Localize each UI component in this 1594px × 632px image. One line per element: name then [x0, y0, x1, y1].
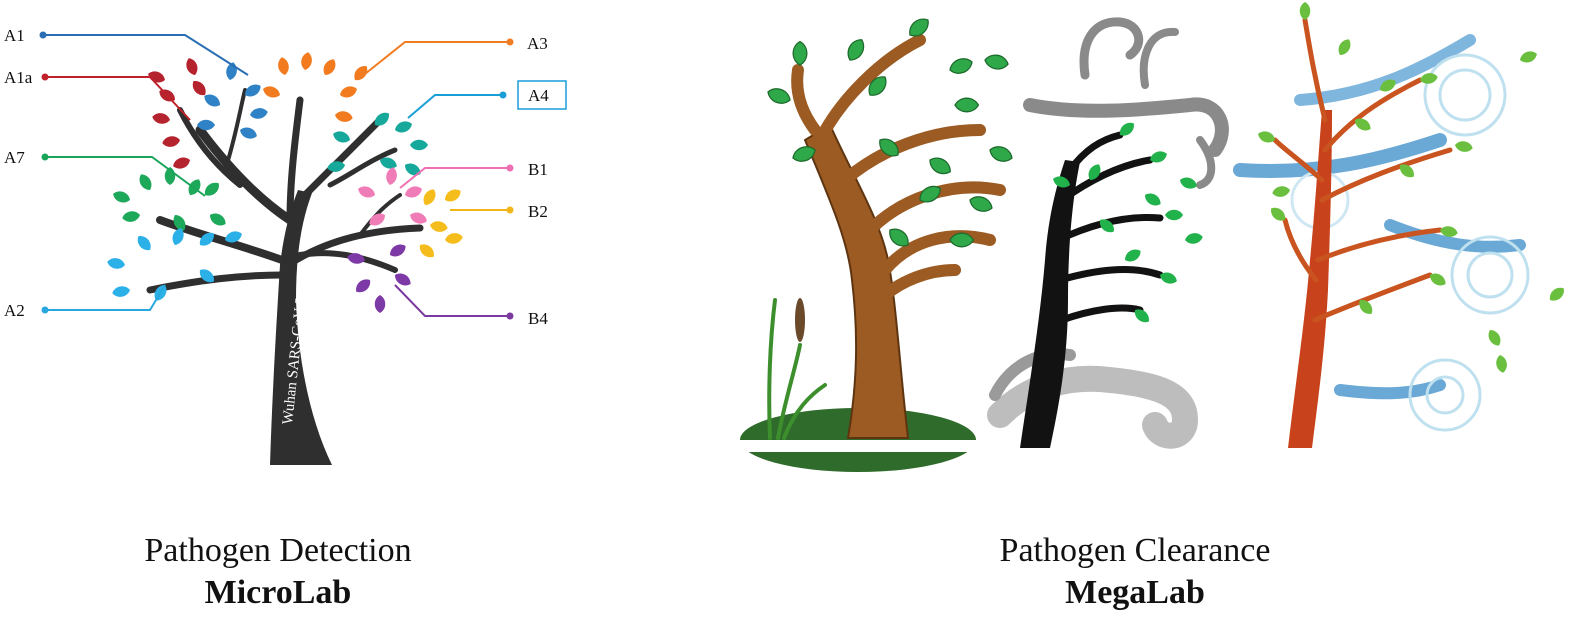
tree-branches — [146, 88, 424, 294]
callout-a3 — [359, 41, 510, 79]
right-caption-subtitle: MegaLab — [1065, 574, 1205, 611]
right-caption-title: Pathogen Clearance — [999, 532, 1271, 569]
black-tree-illustration — [987, 17, 1229, 449]
left-caption: Pathogen Detection MicroLab — [78, 530, 478, 614]
callout-a1a — [45, 76, 191, 121]
reeds — [767, 298, 827, 440]
pathogen-clearance-illustration — [740, 2, 1568, 472]
clade-label-b1: B1 — [528, 160, 548, 179]
a4-label-box — [517, 80, 567, 110]
callout-b4 — [394, 284, 510, 317]
clade-label-a1: A1 — [4, 26, 25, 45]
leaves-b2 — [416, 186, 464, 261]
leaves-a3 — [261, 51, 371, 124]
leaves-b1 — [356, 166, 429, 229]
callout-a7 — [45, 156, 206, 197]
callout-a1 — [43, 34, 249, 76]
pathogen-detection-tree: Wuhan SARS-CoV-2 A1 A1a A — [4, 26, 567, 465]
clade-label-b4: B4 — [528, 309, 548, 328]
clade-label-a1a: A1a — [4, 68, 33, 87]
clade-label-b2: B2 — [528, 202, 548, 221]
clade-label-a2: A2 — [4, 301, 25, 320]
clade-label-a7: A7 — [4, 148, 25, 167]
right-caption: Pathogen Clearance MegaLab — [935, 530, 1335, 614]
green-leaves-3 — [1256, 2, 1568, 374]
leaves-a1a — [146, 56, 210, 172]
callout-dots — [39, 31, 514, 320]
clade-label-a3: A3 — [527, 34, 548, 53]
red-branches — [1272, 17, 1453, 323]
blue-wind-streams — [1233, 34, 1530, 432]
left-caption-subtitle: MicroLab — [204, 574, 352, 611]
leaves-b4 — [346, 241, 414, 313]
green-leaves-2 — [1051, 119, 1204, 326]
black-trunk — [1020, 160, 1080, 448]
callout-a4 — [407, 94, 503, 119]
leaves-a1 — [197, 61, 269, 142]
brown-branches — [791, 34, 1006, 306]
clade-label-a4: A4 — [528, 86, 549, 105]
brown-tree-illustration — [740, 14, 1015, 472]
red-trunk — [1288, 110, 1332, 448]
callout-b1 — [399, 167, 510, 189]
clade-callouts — [43, 34, 510, 317]
cattail-head — [795, 298, 805, 342]
red-tree-illustration — [1233, 2, 1568, 448]
left-caption-title: Pathogen Detection — [144, 532, 412, 569]
callout-a2 — [45, 284, 166, 311]
